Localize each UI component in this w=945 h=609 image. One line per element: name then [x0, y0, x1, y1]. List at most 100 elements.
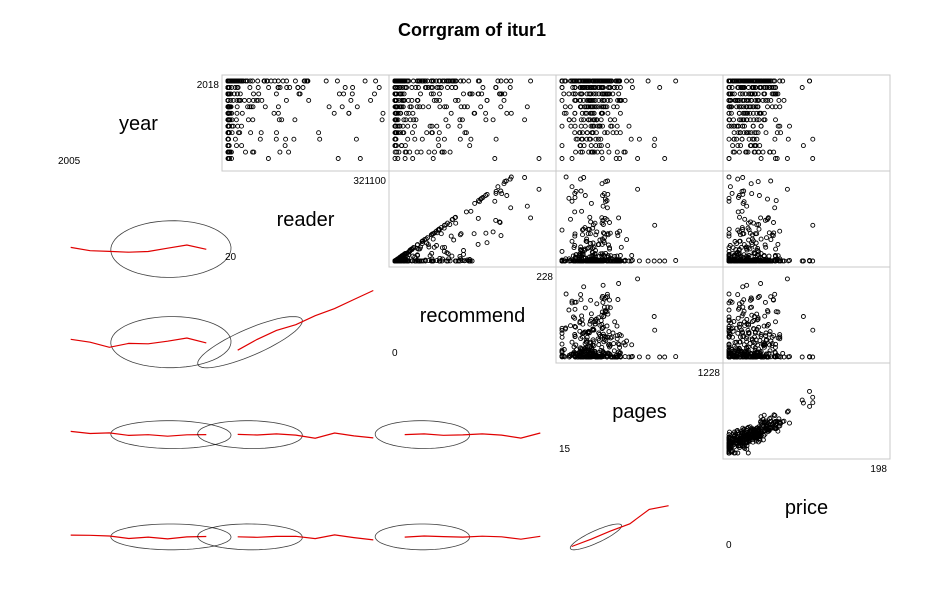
- scatter-point: [726, 97, 732, 103]
- scatter-point: [756, 346, 761, 352]
- scatter-point: [750, 136, 755, 142]
- scatter-point: [490, 229, 496, 235]
- loess-smooth-line: [404, 432, 541, 439]
- scatter-point: [234, 97, 240, 103]
- scatter-point: [756, 117, 762, 123]
- scatter-point: [397, 91, 403, 97]
- scatter-point: [593, 248, 598, 253]
- scatter-point: [743, 440, 749, 446]
- panel-price-price: price 0 198: [726, 464, 887, 551]
- scatter-point: [414, 104, 420, 110]
- scatter-point: [601, 97, 607, 103]
- scatter-point: [599, 156, 605, 161]
- scatter-point: [614, 149, 620, 155]
- scatter-point: [618, 244, 624, 250]
- scatter-point: [250, 78, 256, 84]
- scatter-point: [580, 232, 585, 238]
- scatter-point: [750, 78, 756, 84]
- scatter-point: [277, 85, 283, 90]
- scatter-point: [455, 97, 461, 103]
- scatter-point: [232, 78, 238, 84]
- scatter-point: [596, 143, 602, 149]
- scatter-point: [559, 143, 565, 149]
- scatter-point: [398, 130, 403, 136]
- scatter-point: [736, 247, 742, 253]
- scatter-point: [607, 220, 612, 225]
- scatter-point: [228, 149, 234, 155]
- scatter-point: [749, 97, 754, 103]
- scatter-point: [775, 91, 781, 97]
- scatter-point: [595, 85, 601, 90]
- scatter-point: [451, 237, 457, 243]
- scatter-point: [502, 179, 508, 185]
- scatter-point: [602, 104, 608, 110]
- scatter-point: [317, 136, 323, 142]
- scatter-point: [336, 91, 342, 97]
- scatter-point: [772, 78, 778, 84]
- scatter-point: [726, 136, 732, 142]
- scatter-point: [757, 143, 763, 149]
- scatter-point: [463, 130, 469, 136]
- scatter-point: [426, 244, 432, 250]
- scatter-point: [773, 198, 779, 204]
- scatter-point: [758, 432, 764, 438]
- scatter-point: [266, 85, 272, 90]
- scatter-point: [772, 156, 778, 161]
- scatter-point: [277, 149, 283, 155]
- scatter-point: [773, 117, 778, 123]
- scatter-point: [589, 258, 595, 264]
- scatter-point: [403, 110, 409, 116]
- scatter-point: [758, 156, 764, 161]
- scatter-point: [745, 78, 751, 84]
- scatter-point: [607, 344, 612, 350]
- scatter-point: [350, 85, 356, 90]
- scatter-point: [734, 325, 740, 331]
- scatter-point: [508, 205, 514, 211]
- scatter-point: [744, 130, 750, 136]
- scatter-point: [592, 251, 598, 257]
- scatter-point: [507, 85, 513, 90]
- scatter-point: [739, 225, 745, 231]
- scatter-point: [736, 149, 742, 155]
- scatter-point: [437, 104, 443, 110]
- scatter-point: [726, 344, 732, 350]
- scatter-point: [247, 78, 253, 84]
- scatter-point: [582, 85, 588, 90]
- scatter-point: [600, 293, 606, 299]
- scatter-point: [645, 258, 651, 264]
- scatter-point: [283, 97, 289, 103]
- scatter-point: [255, 85, 261, 90]
- scatter-point: [744, 104, 750, 110]
- scatter-point: [469, 258, 475, 264]
- scatter-point: [772, 291, 778, 297]
- scatter-point: [772, 413, 778, 418]
- scatter-point: [419, 136, 425, 142]
- scatter-point: [772, 425, 778, 431]
- scatter-point: [497, 220, 503, 225]
- scatter-point: [286, 149, 292, 155]
- scatter-point: [453, 85, 459, 90]
- scatter-point: [736, 193, 742, 198]
- scatter-point: [739, 188, 745, 194]
- scatter-point: [326, 104, 332, 110]
- scatter-point: [601, 314, 607, 319]
- scatter-point: [593, 232, 599, 238]
- scatter-point: [592, 321, 598, 327]
- scatter-point: [810, 156, 816, 161]
- scatter-point: [593, 319, 599, 325]
- scatter-point: [604, 323, 610, 329]
- scatter-point: [578, 244, 584, 250]
- scatter-point: [415, 85, 421, 90]
- scatter-point: [622, 354, 628, 360]
- scatter-point: [617, 85, 623, 90]
- scatter-point: [727, 332, 733, 337]
- scatter-point: [744, 258, 750, 264]
- scatter-point: [590, 78, 595, 84]
- scatter-point: [761, 323, 767, 329]
- scatter-point: [335, 156, 341, 161]
- scatter-point: [559, 325, 565, 331]
- scatter-point: [733, 438, 739, 444]
- scatter-point: [761, 258, 767, 264]
- scatter-point: [750, 110, 756, 116]
- scatter-point: [743, 91, 748, 97]
